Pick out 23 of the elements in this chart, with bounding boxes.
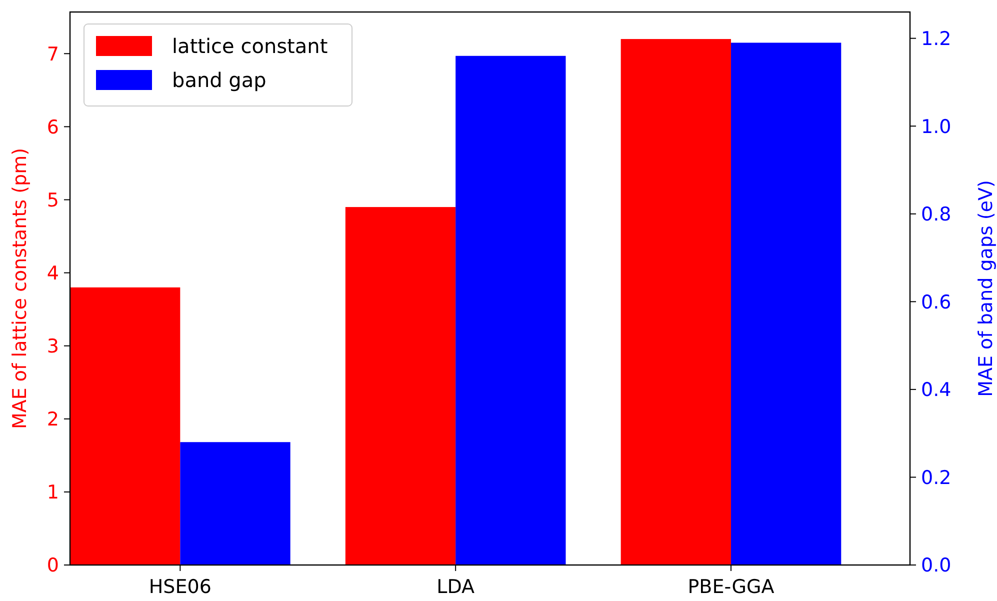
legend-label: lattice constant: [172, 34, 328, 58]
y-tick-label: 6: [46, 116, 59, 138]
y2-tick-label: 1.0: [921, 116, 952, 138]
y-tick-label: 0: [46, 554, 59, 577]
y2-tick-label: 0.6: [921, 291, 952, 314]
bar: [70, 287, 180, 565]
y2-tick-label: 0.4: [921, 379, 952, 402]
y2-axis-title: MAE of band gaps (eV): [975, 180, 997, 397]
x-tick-label: HSE06: [148, 576, 212, 598]
y-tick-label: 4: [46, 262, 59, 284]
y2-tick-label: 0.0: [921, 554, 952, 577]
y-tick-label: 3: [46, 335, 59, 358]
y-tick-label: 1: [46, 482, 59, 504]
y-axis-title: MAE of lattice constants (pm): [9, 148, 31, 429]
y2-tick-label: 1.2: [921, 28, 952, 50]
y-tick-label: 7: [46, 43, 59, 66]
y2-tick-label: 0.8: [921, 204, 952, 226]
y2-tick-label: 0.2: [921, 466, 952, 489]
y-tick-label: 5: [46, 189, 59, 212]
legend-label: band gap: [172, 68, 266, 92]
x-tick-label: LDA: [436, 576, 475, 598]
y-tick-label: 2: [46, 408, 59, 431]
x-tick-label: PBE-GGA: [688, 576, 774, 598]
